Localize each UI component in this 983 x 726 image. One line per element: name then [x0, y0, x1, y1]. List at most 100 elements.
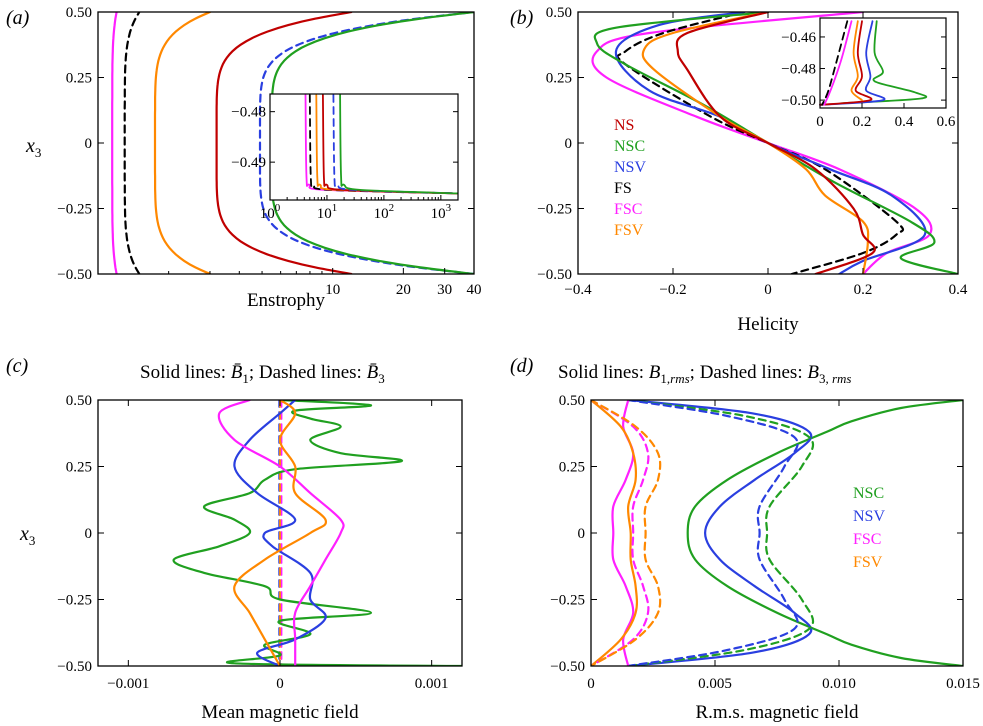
- panel-c-ytick-label: −0.50: [57, 659, 92, 675]
- inset-a-xtick-label: 102: [374, 202, 395, 222]
- panel-a-xlabel: Enstrophy: [247, 290, 326, 311]
- panel-b-ytick-label: −0.25: [537, 202, 572, 218]
- inset-b-line-ns: [819, 20, 873, 106]
- legend-b-fs: FS: [614, 180, 632, 197]
- mean-field-line-fsv: [233, 400, 328, 666]
- panel-b-inset-ticks: 0 0.2 0.4 0.6 −0.46 −0.48 −0.50: [781, 30, 956, 130]
- panel-b-xlabel: Helicity: [737, 314, 799, 335]
- panel-a-xtick-label: 20: [396, 282, 411, 298]
- enstrophy-line-fsc: [111, 12, 118, 274]
- panel-d-label: (d): [510, 355, 534, 377]
- inset-a-line-nsc: [339, 94, 458, 195]
- inset-b-ytick-label: −0.46: [781, 30, 816, 46]
- panel-d-ytick-label: −0.25: [550, 593, 585, 609]
- panel-a: 10 20 30 40 0.50 0.25 0 −0.25 −0.50 (a) Enstroph…: [6, 5, 482, 311]
- panel-b-label: (b): [510, 7, 534, 29]
- panel-d-frame: [590, 399, 964, 667]
- panel-d-ytick-label: 0: [578, 526, 586, 542]
- panel-b-xtick-label: 0.4: [949, 282, 968, 298]
- panel-c: (c) Solid lines: B̄1; Dashed lines: B̄3 …: [6, 355, 463, 723]
- panel-a-label: (a): [6, 7, 30, 29]
- mean-field-line-nsv: [233, 400, 327, 666]
- enstrophy-line-ns: [215, 12, 353, 274]
- panel-a-inset-bg: [270, 94, 458, 200]
- panel-a-ytick-label: 0.25: [66, 71, 92, 87]
- rms-field-line-fsv: [591, 400, 639, 666]
- panel-c-xtick-label: 0.001: [415, 676, 449, 692]
- inset-b-ytick-label: −0.48: [781, 62, 816, 78]
- panel-b-legend: NS NSC NSV FS FSC FSV: [614, 117, 646, 239]
- panel-c-label: (c): [6, 355, 29, 377]
- rms-field-line-fsc-dashed: [591, 400, 650, 666]
- enstrophy-lines: [111, 12, 474, 274]
- rms-field-line-nsc-dashed: [627, 400, 815, 666]
- panel-b-ticks: −0.4 −0.2 0 0.2 0.4 0.50 0.25 0 −0.25 −0.50: [537, 5, 968, 298]
- panel-a-ticks: 10 20 30 40 0.50 0.25 0 −0.25 −0.50: [57, 5, 481, 298]
- inset-b-xtick-label: 0.4: [895, 114, 914, 130]
- enstrophy-line-fs-dashed: [123, 12, 141, 274]
- inset-b-line-nsv: [819, 20, 886, 106]
- panel-b-xtick-label: −0.4: [564, 282, 592, 298]
- panel-a-ytick-label: −0.25: [57, 202, 92, 218]
- panel-b-inset-frame: [819, 17, 947, 109]
- panel-c-xtick-label: 0: [276, 676, 284, 692]
- panel-a-ytick-label: 0: [85, 136, 93, 152]
- panel-d-xtick-label: 0.010: [822, 676, 856, 692]
- inset-b-xtick-label: 0.2: [853, 114, 872, 130]
- panel-a-xtick-label: 40: [467, 282, 482, 298]
- panel-a-xtick-label: 10: [325, 282, 340, 298]
- panel-c-ytick-label: 0: [85, 526, 93, 542]
- panel-b-ytick-label: 0.25: [546, 71, 572, 87]
- legend-d-nsv: NSV: [853, 508, 885, 525]
- panel-c-ytick-label: 0.50: [66, 393, 92, 409]
- legend-b-ns: NS: [614, 117, 634, 134]
- panel-d-title: Solid lines: B1,rms; Dashed lines: B3, r…: [558, 362, 851, 386]
- inset-a-ytick-label: −0.49: [231, 155, 266, 171]
- inset-a-line-nsv: [332, 94, 458, 195]
- inset-b-xtick-label: 0.6: [937, 114, 956, 130]
- mean-field-line-nsc: [172, 400, 462, 666]
- panel-c-ticks: −0.001 0 0.001 0.50 0.25 0 −0.25 −0.50: [57, 393, 462, 692]
- panel-a-ylabel: x3: [25, 135, 41, 160]
- legend-b-fsc: FSC: [614, 201, 642, 218]
- enstrophy-line-nsv-dashed: [258, 12, 474, 274]
- panel-a-inset-lines: [304, 94, 458, 195]
- legend-b-fsv: FSV: [614, 222, 644, 239]
- panel-c-ylabel: x3: [19, 523, 35, 548]
- rms-field-line-nsv-dashed: [627, 400, 799, 666]
- panel-b-inset-lines: [819, 20, 928, 106]
- panel-d-ticks: 0 0.005 0.010 0.015 0.50 0.25 0 −0.25 −0.50: [550, 393, 980, 692]
- panel-d-legend: NSC NSV FSC FSV: [853, 485, 885, 571]
- panel-b-ytick-label: 0: [565, 136, 573, 152]
- panel-b-xtick-label: 0: [764, 282, 772, 298]
- legend-d-fsv: FSV: [853, 554, 883, 571]
- panel-c-ytick-label: −0.25: [57, 593, 92, 609]
- panel-a-ytick-label: 0.50: [66, 5, 92, 21]
- panel-d-xtick-label: 0.015: [946, 676, 980, 692]
- inset-b-line-fsc: [823, 20, 853, 106]
- panel-b-inset-bg: [820, 18, 946, 108]
- legend-d-fsc: FSC: [853, 531, 881, 548]
- legend-b-nsv: NSV: [614, 159, 646, 176]
- panel-d-ytick-label: 0.50: [559, 393, 585, 409]
- rms-field-line-nsv: [627, 400, 813, 666]
- enstrophy-line-fsv: [153, 12, 212, 274]
- inset-b-line-fs: [821, 20, 849, 106]
- inset-b-line-fsv: [850, 20, 863, 101]
- panel-c-title: Solid lines: B̄1; Dashed lines: B̄3: [140, 362, 385, 386]
- inset-a-xtick-label: 103: [431, 202, 452, 222]
- panel-b-xtick-label: −0.2: [659, 282, 686, 298]
- panel-a-inset-frame: [269, 93, 459, 201]
- rms-field-lines: [591, 400, 963, 666]
- mean-field-line-fsc: [217, 400, 345, 666]
- panel-b-ytick-label: 0.50: [546, 5, 572, 21]
- panel-d-xtick-label: 0.005: [698, 676, 732, 692]
- panel-c-xtick-label: −0.001: [107, 676, 149, 692]
- panel-d-xlabel: R.m.s. magnetic field: [695, 702, 859, 723]
- inset-b-ytick-label: −0.50: [781, 93, 816, 109]
- helicity-lines: [591, 12, 958, 274]
- inset-a-ytick-label: −0.48: [231, 105, 266, 121]
- legend-d-nsc: NSC: [853, 485, 884, 502]
- panel-a-ytick-label: −0.50: [57, 267, 92, 283]
